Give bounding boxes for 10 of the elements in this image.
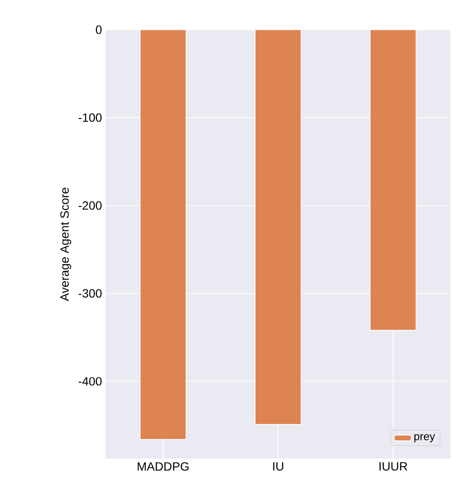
y-axis-title: Average Agent Score xyxy=(60,188,72,302)
x-tick-label: IUUR xyxy=(380,462,408,471)
x-tick-label: MADDPG xyxy=(138,462,189,471)
y-tick-label: 0 xyxy=(96,25,102,34)
y-tick-label: -100 xyxy=(78,113,102,122)
legend-label: prey xyxy=(414,434,436,442)
x-tick-label: IU xyxy=(273,462,284,471)
y-tick-label: -200 xyxy=(78,201,102,210)
y-tick-label: -400 xyxy=(78,377,102,386)
y-tick-label: -300 xyxy=(78,289,102,298)
